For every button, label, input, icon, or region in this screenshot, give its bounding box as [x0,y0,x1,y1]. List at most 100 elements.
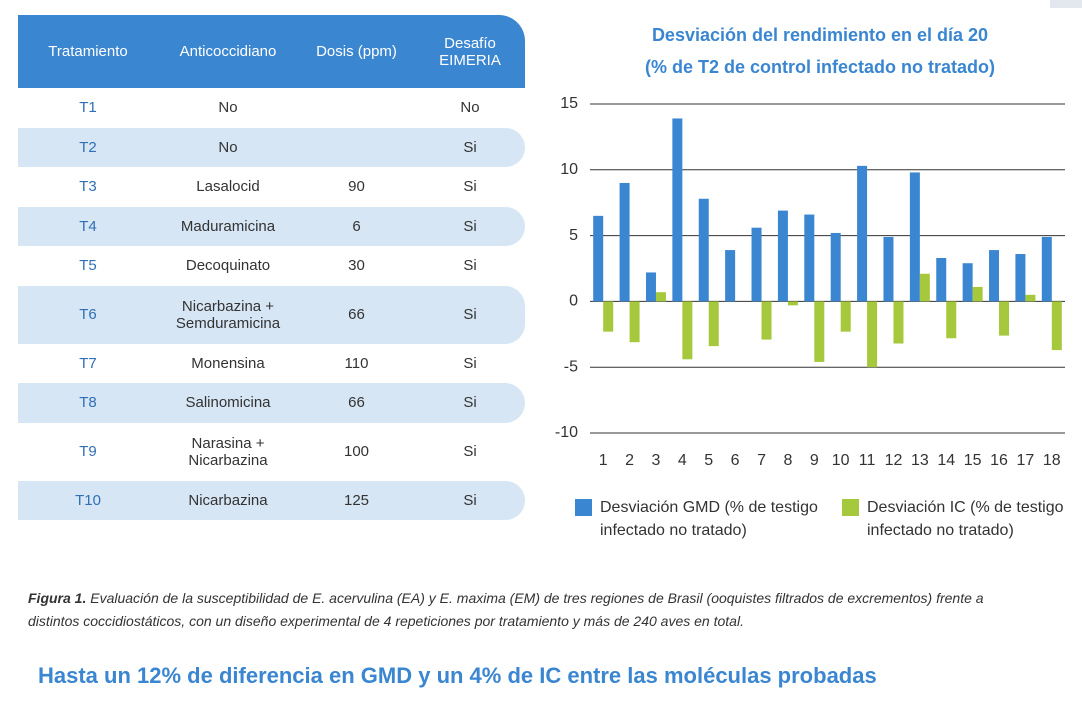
table-cell: Lasalocid [196,178,260,196]
x-tick-label: 17 [1017,452,1035,469]
corner-decoration [1050,0,1082,8]
caption-label: Figura 1. [28,590,87,606]
bar [777,210,788,302]
x-tick-label: 5 [704,452,713,469]
table-cell: T3 [79,178,97,196]
table: Tratamiento Anticoccidiano Dosis (ppm) Desa… [18,15,525,520]
headline: Hasta un 12% de diferencia en GMD y un 4… [38,663,877,688]
bar [814,301,825,362]
table-cell: Nicarbazina + Semduramicina [175,297,281,332]
legend-swatch [575,499,592,516]
y-tick-label: 0 [569,293,578,310]
table-cell: Decoquinato [185,257,271,275]
legend-item: Desviación GMD (% de testigo infectado n… [575,496,835,542]
bar [629,301,640,343]
header-cell: Tratamiento [48,43,128,60]
table-cell: T4 [79,217,97,235]
bar [962,263,973,302]
x-tick-label: 10 [832,452,850,469]
table-cell: Monensina [191,354,265,372]
x-tick-label: 16 [990,452,1008,469]
header-cell: Anticoccidiano [179,43,277,60]
bar [909,172,920,302]
x-tick-label: 6 [731,452,740,469]
table-cell: 66 [348,394,365,412]
bar [761,301,772,340]
table-header: Tratamiento Anticoccidiano Dosis (ppm) Desa… [18,15,525,88]
legend-item: Desviación IC (% de testigo infectado no… [842,496,1067,542]
bar [672,118,683,302]
bar [698,198,709,302]
table-cell: No [218,99,238,117]
bar [830,232,841,302]
table-cell: 125 [343,491,370,509]
table-cell: Si [463,354,477,372]
x-tick-label: 18 [1043,452,1061,469]
table-cell: 6 [352,217,361,235]
table-cell: T8 [79,394,97,412]
bar [989,250,1000,302]
bar [893,301,904,344]
bar [1051,301,1062,351]
table-row: T2 No Si [18,127,525,167]
y-tick-label: -5 [564,358,578,375]
bar [840,301,851,332]
table-cell: Si [463,394,477,412]
table-cell: T10 [75,491,101,509]
bar [883,236,894,302]
table-cell: Si [463,257,477,275]
table-cell: 100 [343,443,370,460]
table-cell: Si [463,443,477,460]
bar [1041,236,1052,302]
bar [708,301,719,347]
table-cell: T1 [79,99,97,117]
table-cell: 30 [348,257,365,275]
table-cell: T9 [79,443,97,460]
bar [919,273,930,302]
x-tick-label: 4 [678,452,687,469]
x-tick-label: 13 [911,452,929,469]
bar [867,301,878,368]
bar [645,272,656,302]
y-tick-label: 10 [560,161,578,178]
table-cell: Si [463,178,477,196]
table-cell: T7 [79,354,97,372]
bar [857,165,868,302]
bar [593,215,604,302]
bar [751,227,762,302]
table-cell: Si [463,306,477,323]
bar [999,301,1010,336]
chart: Desviación del rendimiento en el día 20 … [555,0,1082,469]
table-row: T1 No No [18,88,525,128]
bar [682,301,693,360]
x-tick-label: 11 [859,452,876,469]
bar [946,301,957,339]
table-row: T10 Nicarbazina 125 Si [18,480,525,520]
table-cell: Si [463,217,477,235]
header-cell: Desafío EIMERIA [439,34,501,69]
bar [1015,254,1026,302]
legend-label: Desviación GMD (% de testigo infectado n… [600,499,818,539]
x-tick-label: 1 [599,452,608,469]
x-tick-label: 14 [937,452,955,469]
bar [603,301,614,332]
table-cell: Nicarbazina [188,491,268,509]
table-row: T8 Salinomicina 66 Si [18,383,525,423]
table-cell: 66 [348,306,365,323]
table-row: T9 Narasina + Nicarbazina 100 Si [18,423,525,481]
table-row: T3 Lasalocid 90 Si [18,167,525,207]
table-cell: Maduramicina [180,217,276,235]
y-tick-label: -10 [555,424,578,441]
table-row: T5 Decoquinato 30 Si [18,246,525,286]
chart-subtitle: (% de T2 de control infectado no tratado… [645,57,995,77]
table-row: T4 Maduramicina 6 Si [18,206,525,246]
table-cell: No [460,99,480,117]
header-cell: Dosis (ppm) [316,43,397,60]
x-tick-label: 8 [783,452,792,469]
x-tick-label: 9 [810,452,819,469]
bar [725,250,736,302]
bar [972,286,983,302]
table-cell: Si [463,491,477,509]
caption: Figura 1. Evaluación de la susceptibilid… [28,587,1038,633]
